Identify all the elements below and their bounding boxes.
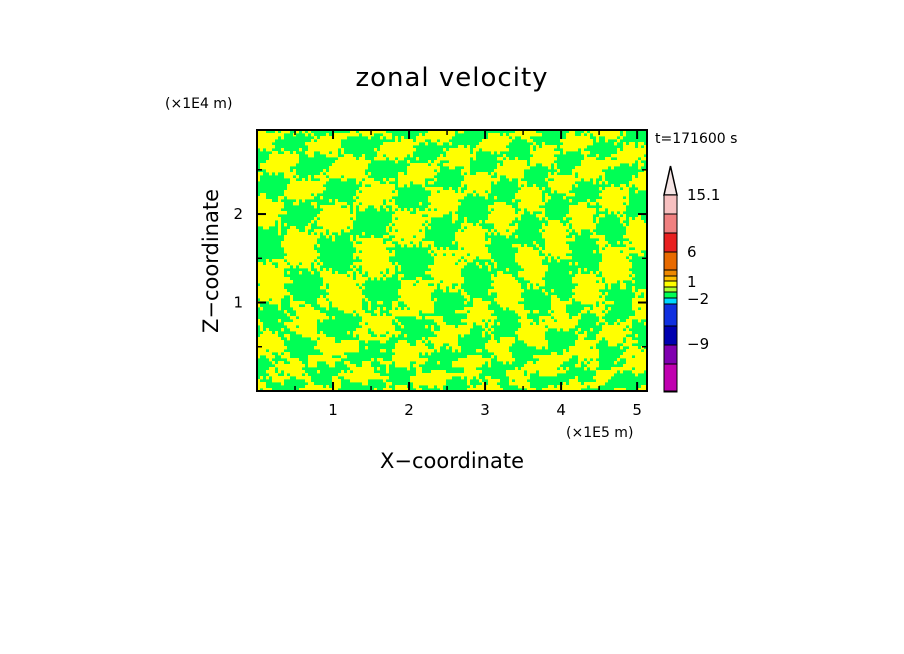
colorbar-level bbox=[663, 275, 678, 282]
x-tick-label: 1 bbox=[328, 401, 338, 419]
colorbar-level bbox=[663, 251, 678, 271]
colorbar-level bbox=[663, 232, 678, 253]
plot-frame bbox=[256, 129, 648, 392]
colorbar-level bbox=[663, 344, 678, 365]
colorbar-level bbox=[663, 280, 678, 288]
y-unit-label: (×1E4 m) bbox=[165, 96, 232, 112]
x-tick-label: 5 bbox=[632, 401, 642, 419]
x-axis-label: X−coordinate bbox=[380, 449, 524, 473]
colorbar-label: 1 bbox=[687, 273, 697, 291]
colorbar-level bbox=[663, 297, 678, 305]
chart-title: zonal velocity bbox=[355, 63, 548, 93]
x-axis-ticks: 1 2 3 4 5 bbox=[294, 130, 642, 419]
x-tick-label: 3 bbox=[480, 401, 490, 419]
colorbar-level bbox=[663, 325, 678, 346]
colorbar-label: 6 bbox=[687, 243, 697, 261]
colorbar-level bbox=[663, 303, 678, 327]
colorbar-level bbox=[663, 286, 678, 293]
heatmap-field bbox=[257, 130, 647, 391]
time-label: t=171600 s bbox=[655, 131, 737, 147]
colorbar-level bbox=[663, 291, 678, 299]
colorbar-level bbox=[663, 213, 678, 234]
x-unit-label: (×1E5 m) bbox=[566, 425, 633, 441]
colorbar-level bbox=[663, 194, 678, 215]
x-tick-label: 4 bbox=[556, 401, 566, 419]
y-tick-label: 1 bbox=[233, 294, 243, 312]
colorbar-label: 15.1 bbox=[687, 186, 720, 204]
y-tick-label: 2 bbox=[233, 205, 243, 223]
colorbar-level bbox=[663, 390, 678, 393]
colorbar-label: −2 bbox=[687, 290, 709, 308]
y-axis-ticks: 12 bbox=[233, 169, 647, 348]
y-axis-label: Z−coordinate bbox=[199, 189, 223, 333]
x-tick-label: 2 bbox=[404, 401, 414, 419]
colorbar: 15.1 6 1−2 −9 bbox=[663, 165, 720, 393]
colorbar-level bbox=[663, 269, 678, 277]
colorbar-label: −9 bbox=[687, 335, 709, 353]
colorbar-extend-arrow bbox=[663, 165, 678, 196]
colorbar-level bbox=[663, 363, 678, 392]
